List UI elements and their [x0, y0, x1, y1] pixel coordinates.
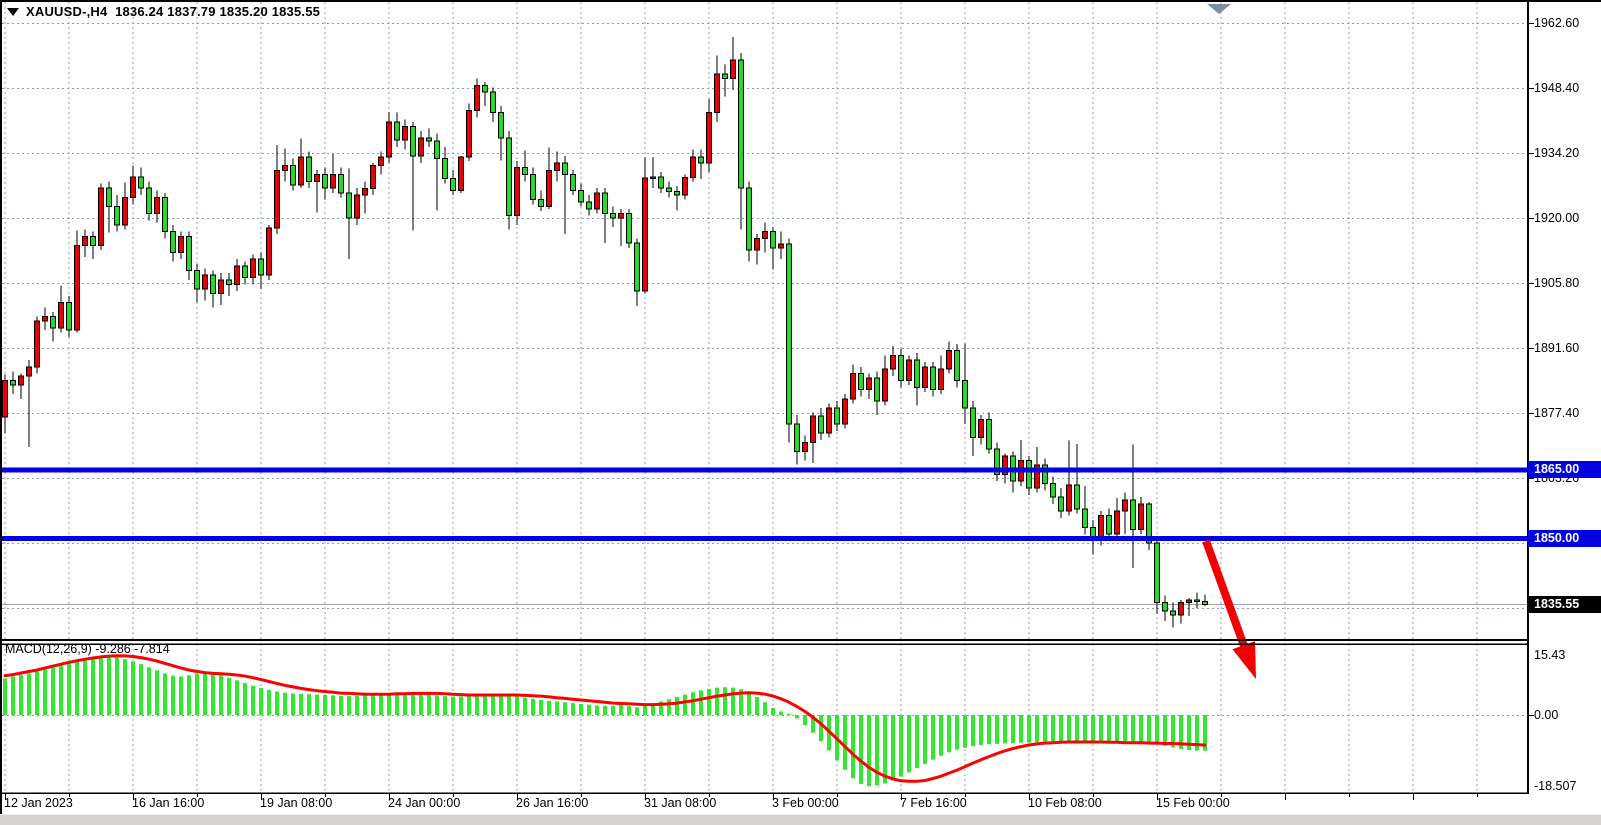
- indicator-label: MACD(12,26,9) -9.286 -7.814: [5, 642, 170, 656]
- level-badge-1850: 1850.00: [1528, 529, 1601, 547]
- symbol-dropdown-icon[interactable]: [7, 8, 19, 16]
- window-bottom-strip: [0, 814, 1601, 825]
- macd-signal-line: [3, 654, 1207, 783]
- current-price-badge: 1835.55: [1528, 596, 1601, 614]
- chart-title-bar: XAUUSD-,H4 1836.24 1837.79 1835.20 1835.…: [5, 3, 320, 19]
- macd-layer: [3, 654, 1207, 787]
- chart-title: XAUUSD-,H4 1836.24 1837.79 1835.20 1835.…: [26, 3, 321, 19]
- chart-shift-icon[interactable]: [1207, 4, 1231, 14]
- arrow-head: [1232, 641, 1256, 679]
- candles-layer: [2, 37, 1208, 628]
- level-badge-1865: 1865.00: [1528, 461, 1601, 479]
- down-arrow-annotation[interactable]: [1202, 539, 1256, 679]
- grid-layer: [2, 2, 1527, 792]
